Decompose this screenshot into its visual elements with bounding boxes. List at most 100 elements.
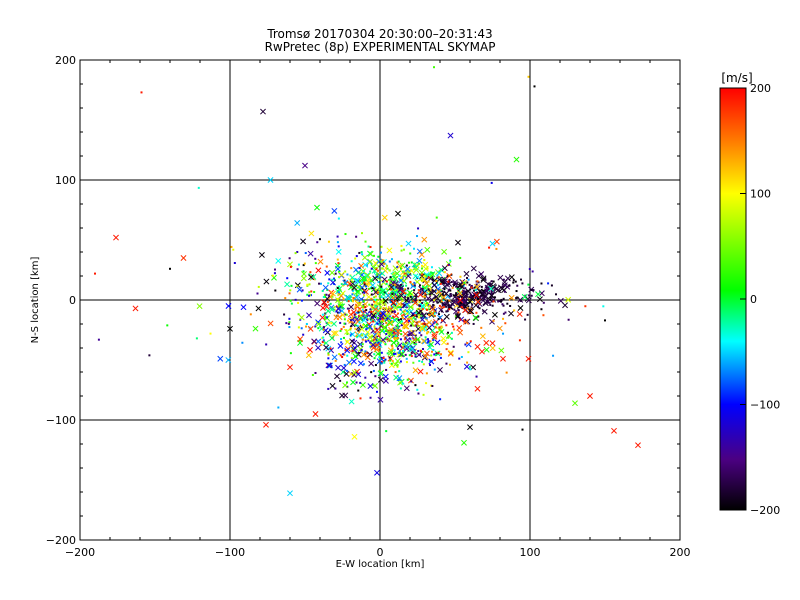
- scatter-point-dot: [414, 324, 417, 327]
- scatter-point-dot: [318, 238, 321, 241]
- scatter-point-dot: [409, 280, 412, 283]
- scatter-point-dot: [349, 334, 352, 337]
- scatter-point-dot: [448, 308, 451, 311]
- scatter-point-dot: [376, 291, 379, 294]
- scatter-point-dot: [464, 287, 467, 290]
- scatter-point-dot: [336, 241, 339, 244]
- scatter-point-dot: [389, 309, 392, 312]
- scatter-point-x: [331, 320, 337, 327]
- scatter-point-x: [538, 290, 545, 297]
- scatter-point-dot: [356, 290, 359, 293]
- scatter-point-x: [344, 294, 351, 301]
- scatter-point-dot: [391, 292, 394, 295]
- scatter-point-x: [284, 281, 291, 288]
- scatter-point-x: [225, 357, 232, 364]
- scatter-point-dot: [301, 289, 304, 292]
- scatter-point-dot: [490, 181, 493, 184]
- scatter-point-dot: [526, 313, 529, 316]
- scatter-point-dot: [337, 245, 340, 248]
- scatter-point-x: [382, 377, 389, 384]
- scatter-point-dot: [501, 285, 504, 288]
- scatter-point-dot: [516, 296, 519, 299]
- scatter-point-dot: [396, 266, 399, 269]
- scatter-point-x: [587, 393, 593, 399]
- scatter-point-dot: [453, 328, 456, 331]
- scatter-point-dot: [429, 293, 432, 296]
- scatter-point-x: [367, 334, 374, 341]
- scatter-point-dot: [420, 334, 423, 337]
- scatter-point-dot: [273, 272, 276, 275]
- scatter-point-x: [377, 370, 384, 377]
- scatter-point-dot: [382, 296, 385, 299]
- scatter-point-x: [421, 338, 428, 345]
- scatter-point-x: [332, 330, 339, 337]
- scatter-point-dot: [399, 306, 402, 309]
- scatter-point-x: [516, 311, 523, 317]
- scatter-point-dot: [432, 312, 435, 315]
- scatter-point-dot: [416, 235, 419, 238]
- scatter-point-dot: [468, 296, 471, 299]
- scatter-point-x: [356, 306, 363, 313]
- scatter-point-dot: [342, 325, 345, 328]
- scatter-point-x: [452, 279, 458, 286]
- scatter-point-dot: [437, 352, 440, 355]
- scatter-point-dot: [416, 324, 419, 327]
- scatter-point-dot: [378, 352, 381, 355]
- scatter-point-x: [328, 347, 335, 354]
- scatter-point-x: [344, 347, 351, 354]
- scatter-point-x: [416, 351, 422, 358]
- scatter-point-dot: [361, 338, 364, 341]
- scatter-point-x: [417, 368, 424, 375]
- scatter-point-dot: [482, 289, 485, 292]
- scatter-point-dot: [432, 348, 435, 351]
- scatter-point-x: [323, 303, 330, 310]
- scatter-point-x: [380, 310, 387, 317]
- scatter-point-dot: [286, 277, 289, 280]
- scatter-point-dot: [369, 270, 372, 273]
- scatter-point-dot: [477, 315, 480, 318]
- scatter-point-dot: [415, 310, 418, 313]
- scatter-point-dot: [317, 327, 320, 330]
- scatter-point-dot: [464, 319, 467, 322]
- scatter-point-x: [382, 297, 389, 304]
- scatter-point-dot: [361, 334, 364, 337]
- scatter-point-x: [329, 269, 336, 276]
- scatter-point-dot: [459, 302, 462, 305]
- scatter-point-dot: [394, 338, 397, 341]
- scatter-point-dot: [378, 323, 381, 326]
- scatter-point-dot: [419, 284, 422, 287]
- scatter-point-dot: [378, 295, 381, 298]
- scatter-point-dot: [343, 322, 346, 325]
- scatter-point-dot: [413, 350, 416, 353]
- scatter-point-dot: [351, 289, 354, 292]
- scatter-point-dot: [284, 297, 287, 300]
- scatter-point-dot: [329, 347, 332, 350]
- scatter-point-dot: [502, 332, 505, 335]
- scatter-point-dot: [432, 321, 435, 324]
- scatter-point-dot: [380, 285, 383, 288]
- scatter-point-dot: [327, 387, 330, 390]
- scatter-point-dot: [414, 384, 417, 387]
- scatter-point-dot: [531, 270, 534, 273]
- scatter-point-x: [447, 349, 454, 356]
- scatter-point-dot: [418, 262, 421, 265]
- scatter-point-dot: [339, 321, 342, 324]
- scatter-point-x: [294, 220, 301, 226]
- scatter-point-dot: [438, 326, 441, 329]
- scatter-point-x: [347, 311, 354, 318]
- scatter-point-dot: [379, 301, 382, 304]
- scatter-point-x: [440, 294, 447, 301]
- scatter-point-x: [307, 325, 314, 332]
- scatter-point-dot: [309, 271, 312, 274]
- scatter-point-dot: [409, 252, 412, 255]
- scatter-point-x: [287, 364, 293, 371]
- scatter-point-dot: [435, 216, 438, 219]
- scatter-point-x: [479, 348, 485, 355]
- scatter-point-dot: [364, 306, 367, 309]
- scatter-point-dot: [417, 227, 420, 230]
- scatter-point-x: [508, 274, 515, 281]
- scatter-point-dot: [347, 300, 350, 303]
- scatter-point-dot: [339, 329, 342, 332]
- scatter-point-dot: [294, 298, 297, 301]
- scatter-point-dot: [388, 339, 391, 342]
